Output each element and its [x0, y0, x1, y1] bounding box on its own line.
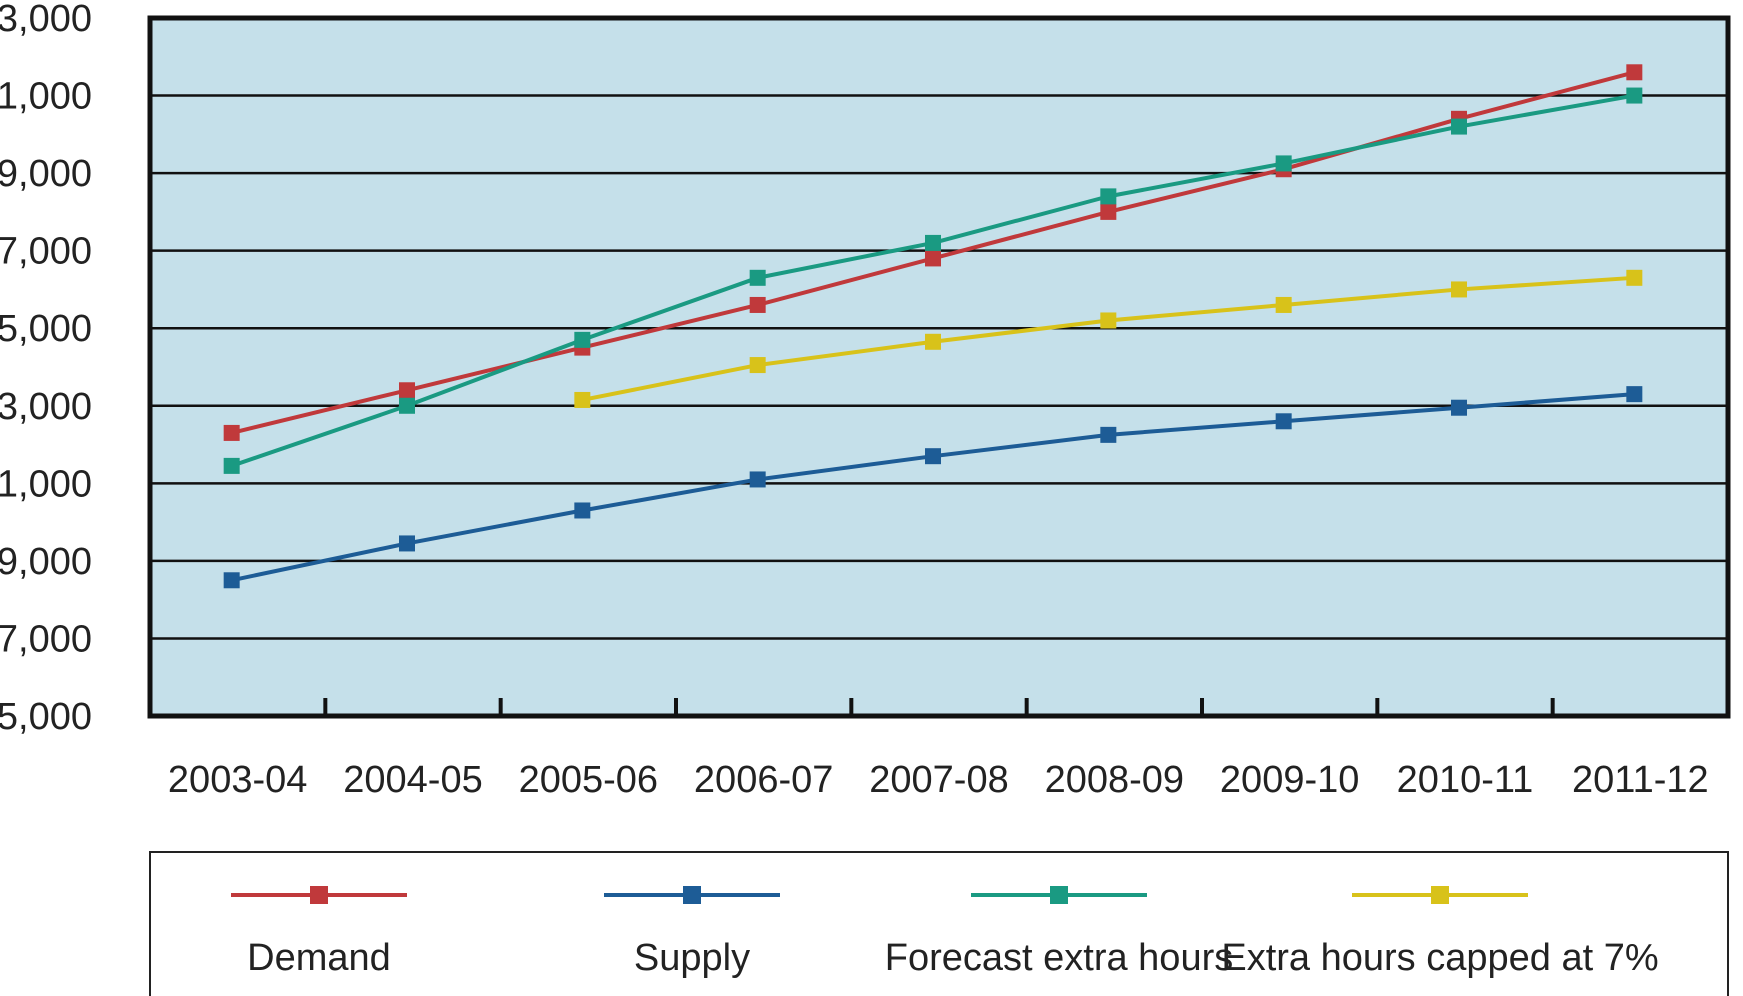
data-point: [925, 234, 941, 251]
y-tick-label: 37,000: [0, 618, 92, 660]
data-point: [1626, 386, 1643, 403]
legend-swatch-marker: [1431, 886, 1449, 904]
x-tick-label: 2007-08: [869, 759, 1008, 801]
x-tick-label: 2011-12: [1572, 759, 1709, 801]
y-tick-label: 43,000: [0, 386, 92, 428]
data-point: [1451, 118, 1467, 135]
x-tick-label: 2004-05: [343, 759, 482, 801]
data-point: [399, 535, 415, 552]
data-point: [223, 457, 240, 474]
data-point: [749, 296, 766, 313]
y-tick-label: 45,000: [0, 308, 92, 350]
legend-item: Extra hours capped at 7%: [1221, 886, 1659, 979]
data-point: [925, 333, 941, 350]
legend-item: Forecast extra hours: [885, 886, 1233, 979]
legend-item: Supply: [604, 886, 780, 979]
data-point: [925, 250, 941, 267]
y-tick-label: 35,000: [0, 696, 92, 738]
y-tick-labels: 35,000 37,000 39,000 41,000 43,000 45,000 47,0…: [0, 0, 92, 738]
data-point: [1275, 155, 1292, 172]
data-point: [399, 397, 415, 414]
x-ticks: [323, 698, 1555, 716]
y-tick-label: 49,000: [0, 153, 92, 195]
x-tick-label: 2003-04: [168, 759, 307, 801]
data-point: [1275, 413, 1292, 430]
legend-swatch-marker: [1050, 886, 1068, 904]
data-point: [1626, 269, 1643, 286]
data-point: [1626, 64, 1643, 81]
data-point: [223, 572, 240, 589]
data-point: [1100, 188, 1117, 205]
x-tick-label: 2010-11: [1397, 759, 1534, 801]
legend-swatch-marker: [310, 886, 328, 904]
x-tick-label: 2005-06: [519, 759, 658, 801]
x-tick-label: 2009-10: [1220, 759, 1359, 801]
data-point: [1451, 281, 1467, 298]
data-point: [223, 424, 240, 441]
legend-box: [149, 851, 1729, 996]
series-layer: [223, 64, 1643, 589]
data-point: [574, 502, 591, 519]
data-point: [749, 357, 766, 374]
data-point: [1100, 203, 1117, 220]
y-tick-label: 53,000: [0, 0, 92, 40]
series-extra-hours-capped-at-7: [574, 269, 1643, 408]
data-point: [399, 382, 415, 399]
y-tick-label: 41,000: [0, 463, 92, 505]
x-tick-label: 2008-09: [1045, 759, 1184, 801]
legend-label: Forecast extra hours: [885, 937, 1233, 979]
legend-label: Extra hours capped at 7%: [1221, 937, 1658, 979]
legend-swatch-marker: [683, 886, 701, 904]
data-point: [1100, 426, 1117, 443]
y-tick-label: 51,000: [0, 76, 92, 118]
data-point: [574, 391, 591, 408]
data-point: [1100, 312, 1117, 329]
data-point: [1275, 296, 1292, 313]
data-point: [574, 331, 591, 348]
data-point: [749, 471, 766, 488]
legend-item: Demand: [231, 886, 407, 979]
series-supply: [223, 386, 1643, 589]
x-tick-label: 2006-07: [694, 759, 833, 801]
y-tick-label: 47,000: [0, 231, 92, 273]
series-demand: [223, 64, 1643, 441]
data-point: [1626, 87, 1643, 104]
series-forecast-extra-hours: [223, 87, 1643, 474]
data-point: [925, 448, 941, 465]
legend-label: Demand: [247, 937, 391, 979]
data-point: [749, 269, 766, 286]
data-point: [1451, 399, 1467, 416]
legend-label: Supply: [634, 937, 750, 979]
x-tick-labels: 2003-04 2004-05 2005-06 2006-07 2007-08 2008-…: [168, 759, 1709, 801]
y-tick-label: 39,000: [0, 541, 92, 583]
plot-frame: [147, 15, 1731, 719]
